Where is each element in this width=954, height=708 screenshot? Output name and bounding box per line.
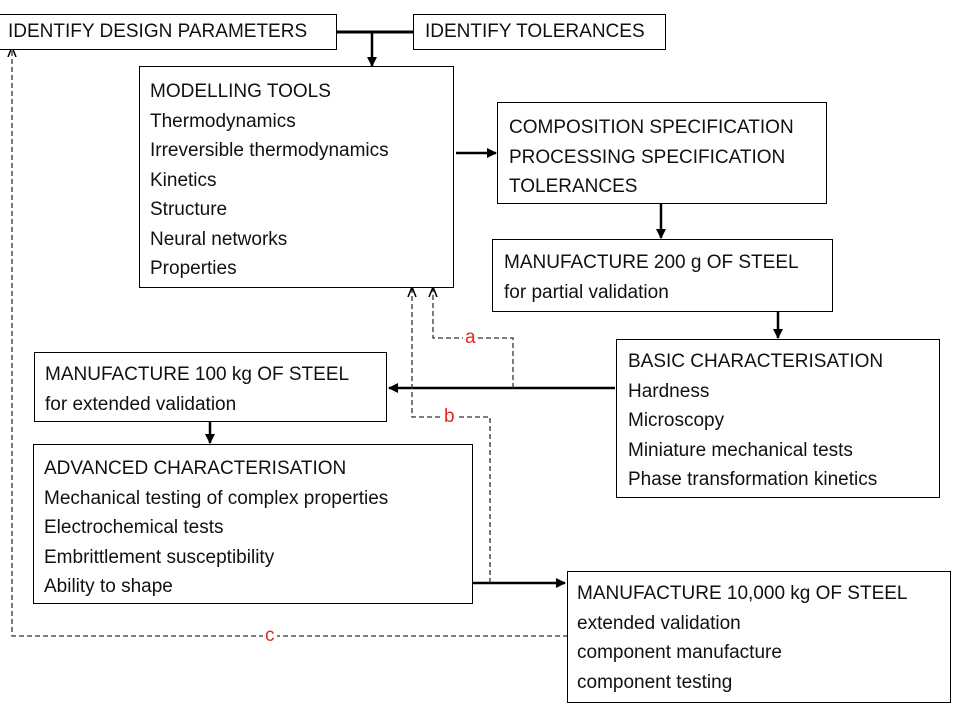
modelling-tool-item: Properties xyxy=(150,258,237,279)
manufacture-100kg-title: MANUFACTURE 100 kg OF STEEL xyxy=(45,364,350,385)
basic-characterisation-title: BASIC CHARACTERISATION xyxy=(628,351,884,372)
manufacture-10000kg-item: component manufacture xyxy=(577,642,782,663)
specification-box: COMPOSITION SPECIFICATION PROCESSING SPE… xyxy=(497,102,827,204)
basic-characterisation-item: Hardness xyxy=(628,380,710,402)
manufacture-200g-box: MANUFACTURE 200 g OF STEEL for partial v… xyxy=(492,239,833,312)
advanced-characterisation-item: Ability to shape xyxy=(44,576,173,597)
feedback-label-b: b xyxy=(442,406,457,428)
modelling-tool-item: Kinetics xyxy=(150,169,217,191)
manufacture-10000kg-title: MANUFACTURE 10,000 kg OF STEEL xyxy=(577,583,908,604)
modelling-tool-item: Neural networks xyxy=(150,228,288,250)
modelling-tools-title: MODELLING TOOLS xyxy=(150,81,331,102)
advanced-characterisation-title: ADVANCED CHARACTERISATION xyxy=(44,458,347,479)
design-parameters-title: IDENTIFY DESIGN PARAMETERS xyxy=(8,21,308,42)
basic-characterisation-item: Phase transformation kinetics xyxy=(628,469,878,490)
modelling-tool-item: Thermodynamics xyxy=(150,110,296,132)
specification-line: TOLERANCES xyxy=(509,176,638,197)
modelling-tool-item: Irreversible thermodynamics xyxy=(150,140,389,161)
manufacture-10000kg-box: MANUFACTURE 10,000 kg OF STEEL extended … xyxy=(567,571,951,703)
manufacture-10000kg-item: extended validation xyxy=(577,612,741,634)
basic-characterisation-item: Microscopy xyxy=(628,410,725,431)
modelling-tools-box: MODELLING TOOLS Thermodynamics Irreversi… xyxy=(139,66,454,288)
manufacture-100kg-subtitle: for extended validation xyxy=(45,393,237,415)
feedback-label-c: c xyxy=(263,625,277,647)
manufacture-10000kg-item: component testing xyxy=(577,671,733,693)
manufacture-100kg-box: MANUFACTURE 100 kg OF STEEL for extended… xyxy=(34,352,387,422)
tolerances-title: IDENTIFY TOLERANCES xyxy=(425,21,645,42)
tolerances-box: IDENTIFY TOLERANCES xyxy=(413,14,666,50)
specification-line: COMPOSITION SPECIFICATION xyxy=(509,117,794,138)
advanced-characterisation-item: Mechanical testing of complex properties xyxy=(44,487,389,509)
feedback-label-a: a xyxy=(463,327,478,349)
basic-characterisation-box: BASIC CHARACTERISATION Hardness Microsco… xyxy=(616,339,940,498)
basic-characterisation-item: Miniature mechanical tests xyxy=(628,439,853,461)
specification-line: PROCESSING SPECIFICATION xyxy=(509,146,786,168)
advanced-characterisation-box: ADVANCED CHARACTERISATION Mechanical tes… xyxy=(33,444,473,604)
advanced-characterisation-item: Electrochemical tests xyxy=(44,517,224,538)
manufacture-200g-subtitle: for partial validation xyxy=(504,281,669,303)
modelling-tool-item: Structure xyxy=(150,199,228,220)
feedback-loop-c xyxy=(12,48,568,637)
design-parameters-box: IDENTIFY DESIGN PARAMETERS xyxy=(0,14,337,50)
advanced-characterisation-item: Embrittlement susceptibility xyxy=(44,546,275,568)
manufacture-200g-title: MANUFACTURE 200 g OF STEEL xyxy=(504,252,799,273)
